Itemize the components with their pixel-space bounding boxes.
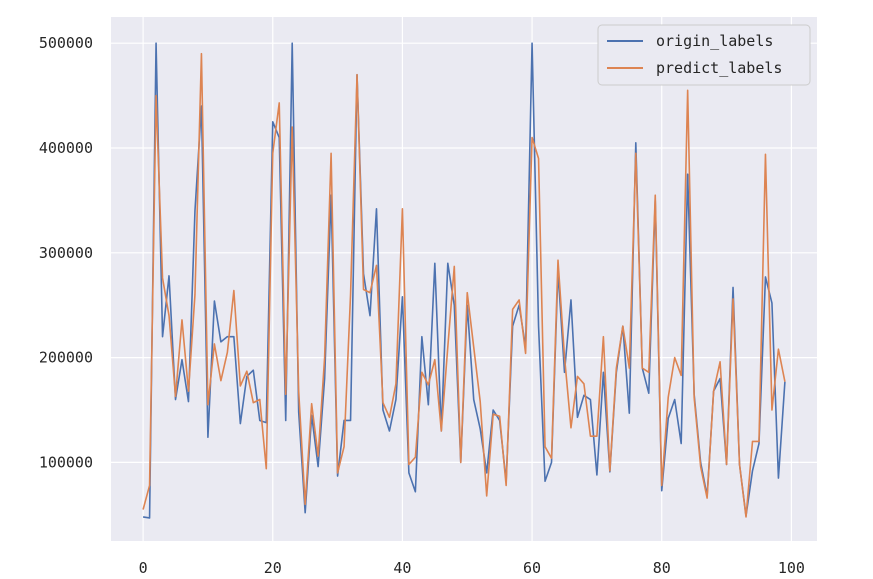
x-axis-ticks: 0 20 40 60 80 100 (139, 559, 805, 577)
legend-label-predict-labels: predict_labels (656, 59, 782, 77)
y-tick-label: 300000 (39, 244, 93, 262)
series-lines (142, 42, 786, 519)
x-tick-label: 20 (264, 559, 282, 577)
x-tick-label: 0 (139, 559, 148, 577)
series-line-predict-labels (142, 52, 786, 518)
y-tick-label: 100000 (39, 453, 93, 471)
legend-box (597, 24, 811, 86)
y-tick-label: 200000 (39, 349, 93, 367)
legend-label-origin-labels: origin_labels (656, 32, 773, 50)
x-tick-label: 40 (393, 559, 411, 577)
legend: origin_labels predict_labels (597, 24, 811, 86)
x-tick-label: 100 (778, 559, 805, 577)
y-axis-ticks: 100000 200000 300000 400000 500000 (39, 34, 93, 471)
x-tick-label: 60 (523, 559, 541, 577)
y-tick-label: 400000 (39, 139, 93, 157)
x-tick-label: 80 (653, 559, 671, 577)
y-tick-label: 500000 (39, 34, 93, 52)
